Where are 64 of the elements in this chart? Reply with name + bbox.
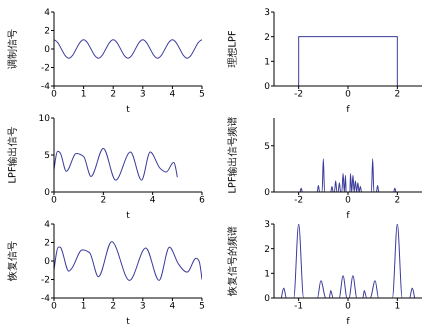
y-axis-title: 理想LPF <box>226 30 239 68</box>
x-tick-label: 5 <box>199 301 205 312</box>
line-series <box>54 148 178 181</box>
x-tick-label: 0 <box>51 195 58 206</box>
y-tick-label: 2 <box>44 238 50 249</box>
x-tick-label: 2 <box>394 195 400 206</box>
x-tick-label: 1 <box>394 301 400 312</box>
x-tick-label: 4 <box>150 195 156 206</box>
x-tick-label: 3 <box>140 301 146 312</box>
y-tick-label: 2 <box>264 244 270 255</box>
x-tick-label: 6 <box>199 195 206 206</box>
y-tick-label: 2 <box>264 32 270 43</box>
x-tick-label: 0 <box>345 89 352 100</box>
x-tick-label: 0 <box>51 89 58 100</box>
x-tick-label: 2 <box>100 195 106 206</box>
y-axis-title: 恢复信号的频谱 <box>226 226 239 297</box>
x-tick-label: 0 <box>345 301 352 312</box>
line-series <box>280 224 416 298</box>
y-axis-title: LPF输出信号 <box>6 126 19 184</box>
y-tick-label: 4 <box>44 220 50 230</box>
y-tick-label: 4 <box>44 8 50 18</box>
y-tick-label: 0 <box>264 188 270 198</box>
y-axis-title: 调制信号 <box>6 29 19 69</box>
y-tick-label: 0 <box>264 82 270 92</box>
y-tick-label: 0 <box>44 45 50 56</box>
y-tick-label: -2 <box>41 64 50 74</box>
x-axis-title: f <box>346 317 350 327</box>
y-tick-label: 0 <box>44 188 50 198</box>
y-tick-label: 2 <box>44 26 50 37</box>
y-axis-title: LPF输出信号频谱 <box>226 116 239 194</box>
x-tick-label: 2 <box>110 89 116 100</box>
x-tick-label: -2 <box>294 195 304 206</box>
x-tick-label: -1 <box>294 301 304 312</box>
x-tick-label: 2 <box>394 89 400 100</box>
x-tick-label: 1 <box>80 89 86 100</box>
y-tick-label: 5 <box>264 142 270 152</box>
x-tick-label: 0 <box>345 195 352 206</box>
x-tick-label: 4 <box>170 301 176 312</box>
y-tick-label: 1 <box>264 58 270 68</box>
y-tick-label: -2 <box>41 276 50 286</box>
line-series <box>54 39 202 59</box>
x-axis-title: f <box>346 105 350 115</box>
x-tick-label: 3 <box>140 89 146 100</box>
y-tick-label: 0 <box>264 294 270 304</box>
y-tick-label: 0 <box>44 257 50 268</box>
x-tick-label: 4 <box>170 89 176 100</box>
x-tick-label: 5 <box>199 89 205 100</box>
x-tick-label: 1 <box>80 301 86 312</box>
y-tick-label: 5 <box>44 151 50 162</box>
x-tick-label: 2 <box>110 301 116 312</box>
x-axis-title: f <box>346 211 350 221</box>
y-tick-label: 10 <box>38 114 50 124</box>
y-tick-label: -4 <box>41 294 50 304</box>
x-axis-title: t <box>126 317 130 327</box>
y-tick-label: 3 <box>264 8 270 18</box>
y-tick-label: -4 <box>41 82 50 92</box>
line-series <box>54 241 202 281</box>
y-tick-label: 1 <box>264 270 270 280</box>
x-axis-title: t <box>126 211 130 221</box>
y-axis-title: 恢复信号 <box>6 241 19 282</box>
y-tick-label: 3 <box>264 220 270 230</box>
x-axis-title: t <box>126 105 130 115</box>
x-tick-label: 0 <box>51 301 58 312</box>
x-tick-label: -2 <box>294 89 304 100</box>
